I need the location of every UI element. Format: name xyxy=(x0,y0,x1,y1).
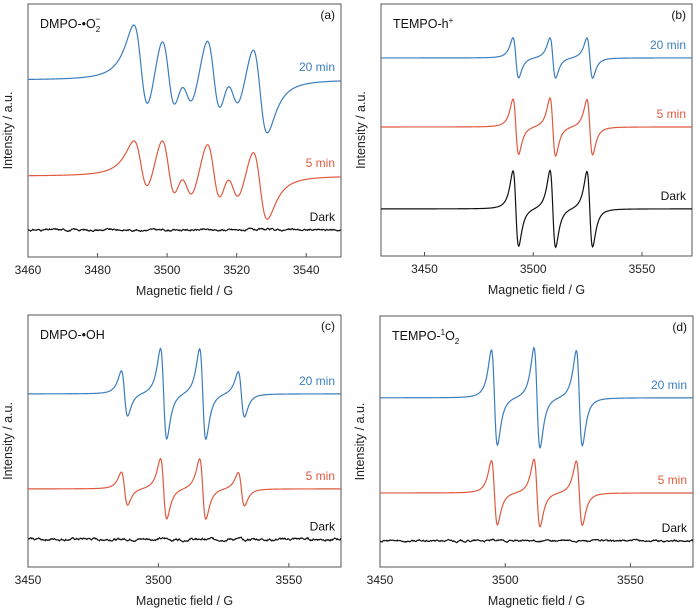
x-ticks: 3460 3480 3500 3520 3540 xyxy=(15,253,320,277)
series-line-5-min xyxy=(28,140,342,220)
x-tick-label: 3520 xyxy=(223,263,250,277)
series-label: 20 min xyxy=(299,374,335,388)
x-tick-label: 3450 xyxy=(367,573,394,587)
panel-label: (d) xyxy=(672,320,687,334)
series-label: 5 min xyxy=(657,107,686,121)
x-axis-label: Magnetic field / G xyxy=(488,594,585,608)
series-label: 20 min xyxy=(299,60,335,74)
series-line-5-min xyxy=(28,457,341,521)
panel-d: 3450 3500 3550 20 min 5 min Dark TEMPO-1O2 (… xyxy=(353,315,694,608)
plot-frame xyxy=(379,315,694,568)
series-label: 20 min xyxy=(650,38,686,52)
y-axis-label: Intensity / a.u. xyxy=(354,91,368,169)
y-axis-label: Intensity / a.u. xyxy=(1,92,15,170)
panel-title: TEMPO-h+ xyxy=(393,16,454,31)
x-ticks: 3450 3500 3550 xyxy=(367,563,644,587)
series-line-20-min xyxy=(28,347,341,441)
series-label: Dark xyxy=(661,189,687,203)
series-line-20-min xyxy=(381,36,692,79)
curves: 20 min 5 min Dark xyxy=(27,347,342,543)
panel-b: 3450 3500 3550 20 min 5 min Dark TEMPO-h+ (b… xyxy=(354,3,693,297)
x-axis-label: Magnetic field / G xyxy=(136,594,233,608)
plot-frame xyxy=(27,3,342,258)
plot-frame xyxy=(380,3,693,257)
x-tick-label: 3500 xyxy=(520,262,547,276)
x-tick-label: 3450 xyxy=(411,262,438,276)
panel-title: DMPO-•O2− xyxy=(40,14,101,34)
x-tick-label: 3500 xyxy=(154,263,181,277)
x-tick-label: 3500 xyxy=(145,573,172,587)
series-line-dark xyxy=(27,536,342,543)
panel-label: (a) xyxy=(320,8,335,22)
x-ticks: 3450 3500 3550 xyxy=(15,563,303,587)
panel-label: (b) xyxy=(671,8,686,22)
x-axis-label: Magnetic field / G xyxy=(136,284,233,298)
panel-label: (c) xyxy=(321,319,335,333)
x-tick-label: 3540 xyxy=(293,263,320,277)
series-line-dark xyxy=(379,538,694,544)
series-line-dark xyxy=(27,227,341,233)
series-line-20-min xyxy=(27,24,342,134)
x-tick-label: 3550 xyxy=(629,262,656,276)
x-tick-label: 3500 xyxy=(492,573,519,587)
x-axis-label: Magnetic field / G xyxy=(488,283,585,297)
series-label: 20 min xyxy=(651,378,687,392)
series-line-20-min xyxy=(380,346,693,449)
curves: 20 min 5 min Dark xyxy=(381,36,692,249)
panel-c: 3450 3500 3550 20 min 5 min Dark DMPO-•OH (c… xyxy=(1,314,342,608)
panel-title: DMPO-•OH xyxy=(40,328,105,342)
series-label: 5 min xyxy=(658,473,687,487)
series-label: Dark xyxy=(310,519,336,533)
x-tick-label: 3450 xyxy=(15,573,42,587)
panel-title: TEMPO-1O2 xyxy=(392,328,460,346)
series-label: Dark xyxy=(662,521,688,535)
series-label: Dark xyxy=(310,210,336,224)
series-line-dark xyxy=(381,169,692,249)
curves: 20 min 5 min Dark xyxy=(27,24,342,233)
curves: 20 min 5 min Dark xyxy=(379,346,694,544)
x-tick-label: 3460 xyxy=(15,263,42,277)
panel-a: 3460 3480 3500 3520 3540 20 min 5 min Dark DMP… xyxy=(1,3,342,298)
plot-frame xyxy=(27,314,342,568)
x-ticks: 3450 3500 3550 xyxy=(411,252,656,276)
series-line-5-min xyxy=(380,458,693,528)
series-label: 5 min xyxy=(306,469,335,483)
y-axis-label: Intensity / a.u. xyxy=(353,403,367,481)
x-tick-label: 3480 xyxy=(84,263,111,277)
x-tick-label: 3550 xyxy=(617,573,644,587)
series-line-5-min xyxy=(381,96,692,158)
series-label: 5 min xyxy=(306,156,335,170)
y-axis-label: Intensity / a.u. xyxy=(1,402,15,480)
x-tick-label: 3550 xyxy=(275,573,302,587)
